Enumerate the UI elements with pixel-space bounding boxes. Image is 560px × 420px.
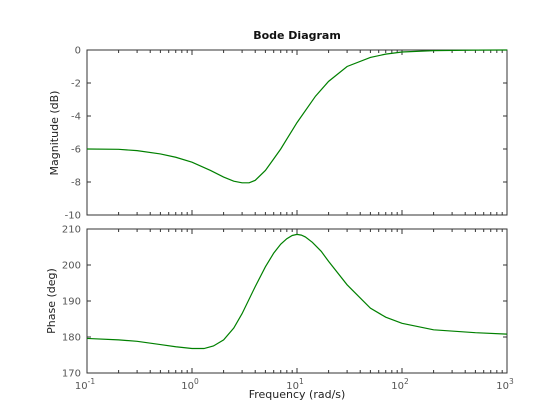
phase-ytick-label: 170 (62, 369, 81, 380)
phase-ytick-label: 190 (62, 297, 81, 308)
phase-panel: 210 200 190 180 170 Phase (deg) (45, 225, 508, 380)
magnitude-panel: 0 -2 -4 -6 -8 -10 Magnitude (dB) (48, 46, 508, 222)
phase-ytick-label: 210 (62, 225, 81, 236)
magnitude-curve-group (86, 49, 508, 184)
magnitude-ylabel: Magnitude (dB) (48, 91, 61, 176)
magnitude-series-line (86, 49, 508, 184)
x-tick-label: 102 (391, 377, 409, 392)
magnitude-ytick-label: 0 (75, 46, 81, 57)
magnitude-ytick-label: -10 (65, 211, 81, 222)
phase-ytick-label: 200 (62, 261, 81, 272)
x-tick-labels: 10-1 100 101 102 103 (75, 377, 514, 392)
x-tick-label: 100 (181, 377, 199, 392)
magnitude-ytick-label: -6 (71, 145, 81, 156)
magnitude-ytick-label: -4 (71, 112, 81, 123)
phase-series-line (86, 233, 508, 350)
phase-ticks: 210 200 190 180 170 (62, 225, 508, 380)
magnitude-ytick-label: -8 (71, 178, 81, 189)
x-tick-label: 10-1 (75, 377, 95, 392)
x-tick-label: 103 (496, 377, 514, 392)
magnitude-ytick-label: -2 (71, 79, 81, 90)
phase-ylabel: Phase (deg) (45, 268, 58, 334)
phase-curve-group (86, 233, 508, 350)
chart-title: Bode Diagram (253, 29, 341, 42)
phase-ytick-label: 180 (62, 333, 81, 344)
x-axis-label: Frequency (rad/s) (249, 388, 346, 401)
x-tick-label: 101 (286, 377, 304, 392)
